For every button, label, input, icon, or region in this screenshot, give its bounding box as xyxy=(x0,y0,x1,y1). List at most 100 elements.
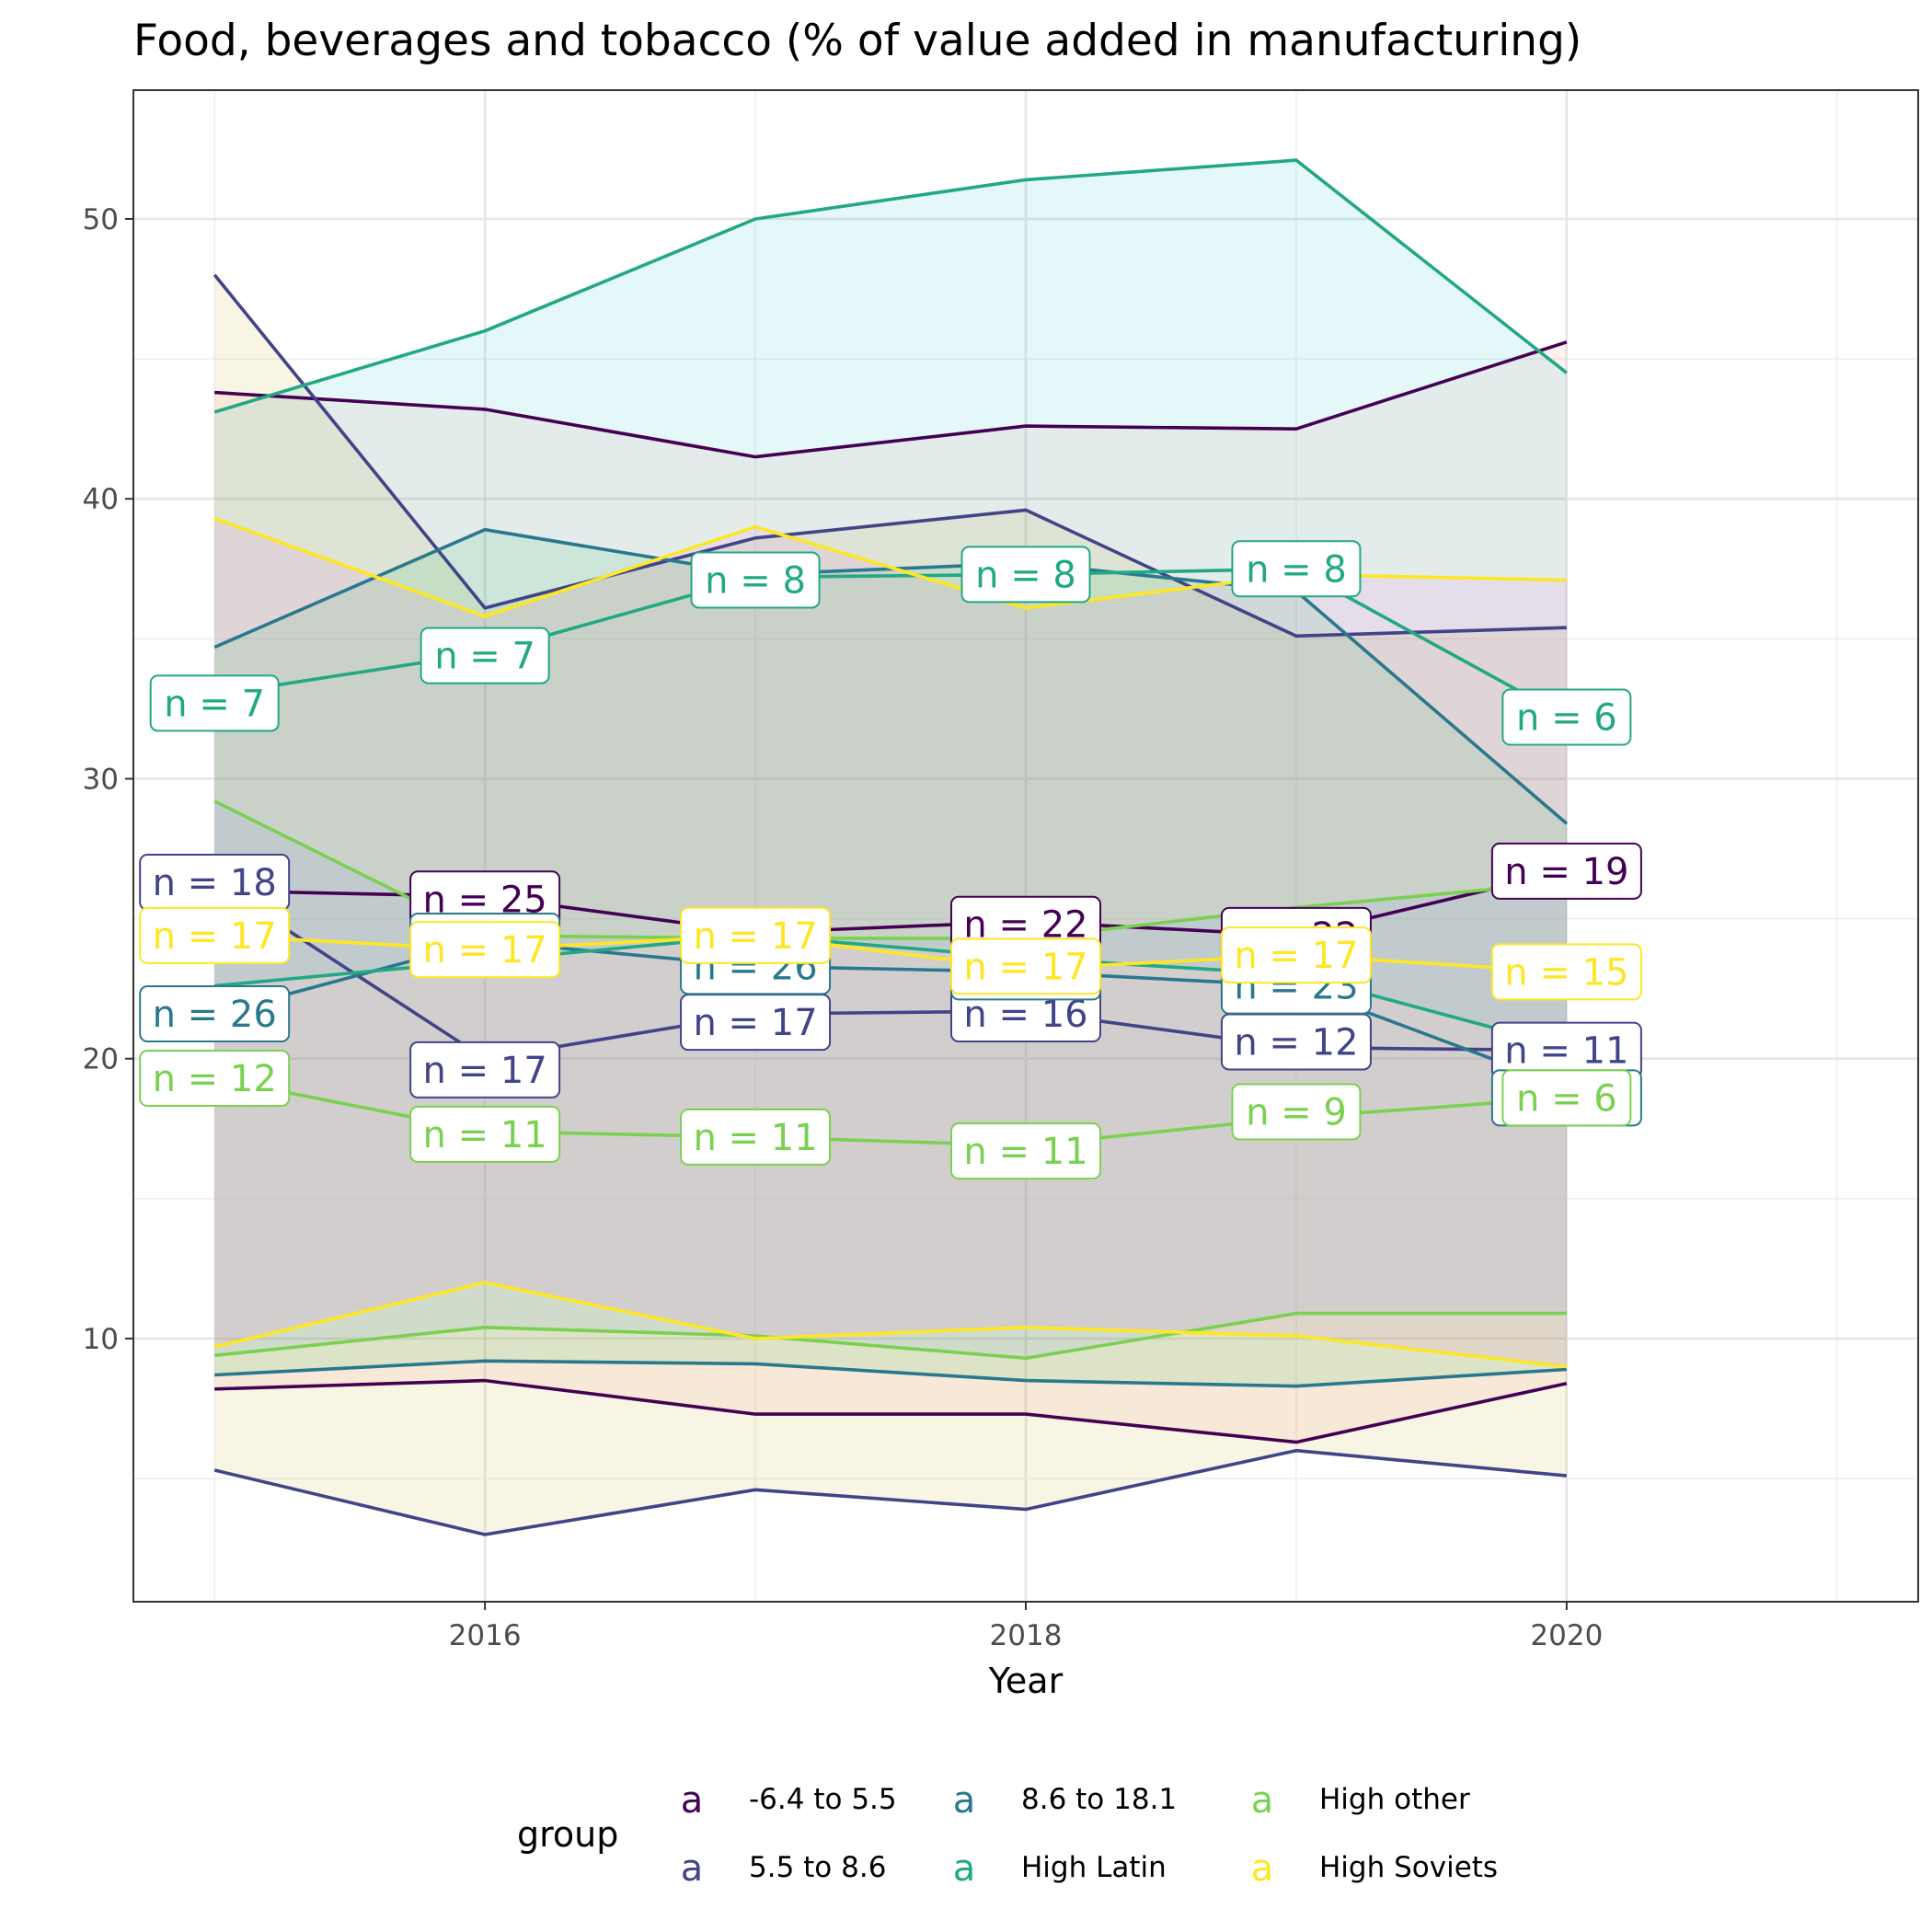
n-label-High other: n = 11 xyxy=(950,1122,1101,1180)
legend-label: 8.6 to 18.1 xyxy=(1021,1783,1177,1816)
legend: group a -6.4 to 5.5 a 5.5 to 8.6 a 8.6 to 18.… xyxy=(517,1779,1498,1890)
n-label-text: n = 11 xyxy=(1504,1030,1628,1073)
ribbon-5.5 to 8.6 xyxy=(214,274,1567,1535)
ribbons xyxy=(214,160,1567,1535)
line-lower-8.6 to 18.1 xyxy=(214,1359,1568,1388)
line-upper-5.5 to 8.6 xyxy=(213,273,1567,638)
n-label-text: n = 8 xyxy=(975,554,1076,596)
n-label-High Soviets: n = 17 xyxy=(1220,926,1372,984)
n-label-box xyxy=(1490,842,1642,900)
line-upper--6.4 to 5.5 xyxy=(214,340,1568,459)
n-label-High Soviets: n = 17 xyxy=(680,906,832,964)
n-label-text: n = 17 xyxy=(423,929,547,972)
legend-key: a xyxy=(681,1779,704,1822)
n-label-text: n = 17 xyxy=(423,1050,547,1092)
legend-item: a -6.4 to 5.5 xyxy=(681,1779,897,1822)
legend-item: a High Latin xyxy=(953,1847,1167,1890)
n-label-High Latin: n = 8 xyxy=(960,546,1091,604)
x-tick-label: 2018 xyxy=(990,1619,1063,1652)
n-labels: n = 25n = 22n = 22n = 19n = 18n = 17n = … xyxy=(139,540,1642,1180)
n-label-text: n = 17 xyxy=(693,1002,817,1044)
n-label-box xyxy=(1501,688,1632,746)
legend-item: a 5.5 to 8.6 xyxy=(681,1847,887,1890)
legend-item: a High Soviets xyxy=(1251,1847,1498,1890)
n-label-High other: n = 12 xyxy=(139,1050,291,1108)
y-tick-label: 40 xyxy=(83,483,119,516)
n-label-High Latin: n = 8 xyxy=(690,551,821,609)
n-label-box xyxy=(960,546,1091,604)
n-label-box xyxy=(950,937,1101,995)
n-label-text: n = 12 xyxy=(1234,1021,1358,1064)
n-label-box xyxy=(690,551,821,609)
y-tick-label: 50 xyxy=(83,203,119,236)
n-label-High other: n = 11 xyxy=(680,1108,832,1166)
n-label-text: n = 18 xyxy=(153,862,277,904)
legend-key: a xyxy=(1251,1779,1274,1822)
n-label-5.5 to 8.6: n = 12 xyxy=(1220,1013,1372,1071)
n-label-High other: n = 6 xyxy=(1501,1069,1632,1127)
n-label-High other: n = 11 xyxy=(409,1105,561,1163)
n-label-box xyxy=(139,985,291,1043)
n-label-text: n = 16 xyxy=(963,994,1087,1036)
n-label-5.5 to 8.6: n = 18 xyxy=(139,854,291,912)
n-label-text: n = 7 xyxy=(434,636,535,678)
legend-key: a xyxy=(953,1847,976,1890)
legend-label: High Soviets xyxy=(1319,1851,1498,1884)
n-label-5.5 to 8.6: n = 11 xyxy=(1490,1021,1642,1079)
n-label-text: n = 17 xyxy=(963,946,1087,988)
line-lower-5.5 to 8.6 xyxy=(213,1448,1568,1536)
n-label-text: n = 12 xyxy=(153,1058,277,1100)
n-label-High Latin: n = 7 xyxy=(149,674,280,732)
n-label-box xyxy=(1490,943,1642,1001)
n-label-text: n = 11 xyxy=(423,1114,547,1156)
x-tick-label: 2020 xyxy=(1530,1619,1603,1652)
n-label-box xyxy=(680,1108,832,1166)
legend-label: 5.5 to 8.6 xyxy=(749,1851,886,1884)
y-axis: 10 20 30 40 50 xyxy=(83,203,133,1356)
x-axis: 2016 2018 2020 xyxy=(449,1602,1603,1652)
n-label-box xyxy=(1231,540,1362,598)
n-label-box xyxy=(950,1122,1101,1180)
n-label-text: n = 9 xyxy=(1246,1092,1347,1134)
x-tick-label: 2016 xyxy=(449,1619,522,1652)
n-label-High Soviets: n = 17 xyxy=(409,921,561,979)
n-label-box xyxy=(1231,1083,1362,1141)
n-label-box xyxy=(139,906,291,964)
n-label-box xyxy=(409,1105,561,1163)
n-label-box xyxy=(409,1041,561,1098)
n-label-text: n = 8 xyxy=(705,559,806,602)
y-tick-label: 10 xyxy=(83,1323,119,1356)
legend-key: a xyxy=(681,1847,704,1890)
n-label-box xyxy=(420,627,550,684)
legend-label: High Latin xyxy=(1021,1851,1167,1884)
line-lower-High Soviets xyxy=(213,1281,1568,1369)
n-label-box xyxy=(1501,1069,1632,1127)
n-label-text: n = 11 xyxy=(693,1117,817,1159)
line-lower-High other xyxy=(214,1311,1567,1361)
n-label-text: n = 8 xyxy=(1246,548,1347,591)
line-lower--6.4 to 5.5 xyxy=(214,1378,1568,1444)
n-label-text: n = 15 xyxy=(1504,951,1628,994)
n-label-text: n = 26 xyxy=(153,994,277,1036)
n-label-High Latin: n = 6 xyxy=(1501,688,1632,746)
n-label--6.4 to 5.5: n = 19 xyxy=(1490,842,1642,900)
n-label-text: n = 19 xyxy=(1504,851,1628,893)
n-label-text: n = 17 xyxy=(153,915,277,958)
n-label-text: n = 6 xyxy=(1516,1077,1617,1120)
n-label-High Soviets: n = 17 xyxy=(950,937,1101,995)
n-label-5.5 to 8.6: n = 17 xyxy=(409,1041,561,1098)
n-label-text: n = 17 xyxy=(693,915,817,958)
n-label-box xyxy=(149,674,280,732)
legend-label: High other xyxy=(1319,1783,1470,1816)
n-label-box xyxy=(1220,926,1372,984)
y-tick-label: 30 xyxy=(83,763,119,796)
chart-title: Food, beverages and tobacco (% of value … xyxy=(133,16,1581,66)
line-upper-High Latin xyxy=(213,158,1569,414)
y-tick-label: 20 xyxy=(83,1043,119,1076)
n-label-High Latin: n = 7 xyxy=(420,627,550,684)
grid-major xyxy=(133,90,1918,1602)
legend-key: a xyxy=(1251,1847,1274,1890)
n-label-8.6 to 18.1: n = 26 xyxy=(139,985,291,1043)
n-label-High other: n = 9 xyxy=(1231,1083,1362,1141)
